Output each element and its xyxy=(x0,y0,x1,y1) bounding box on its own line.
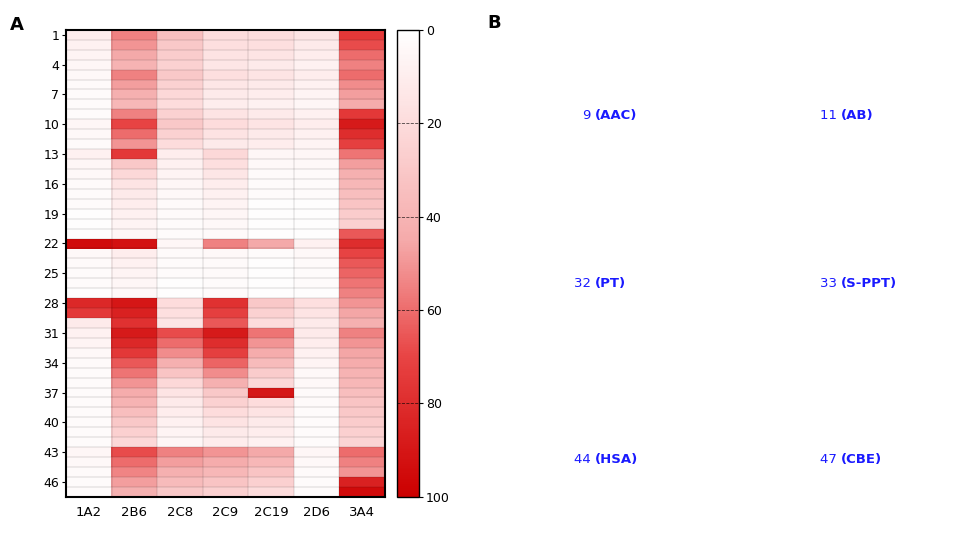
Text: 47: 47 xyxy=(820,453,842,466)
Text: (S-PPT): (S-PPT) xyxy=(842,277,897,290)
Text: (AAC): (AAC) xyxy=(595,109,638,122)
Text: B: B xyxy=(487,14,501,31)
Text: 9: 9 xyxy=(582,109,595,122)
Text: 32: 32 xyxy=(574,277,595,290)
Text: 33: 33 xyxy=(820,277,842,290)
Text: 44: 44 xyxy=(575,453,595,466)
Text: (CBE): (CBE) xyxy=(842,453,882,466)
Text: 11: 11 xyxy=(820,109,842,122)
Text: (AB): (AB) xyxy=(842,109,874,122)
Text: (PT): (PT) xyxy=(595,277,626,290)
Text: A: A xyxy=(10,16,23,34)
Text: (HSA): (HSA) xyxy=(595,453,639,466)
